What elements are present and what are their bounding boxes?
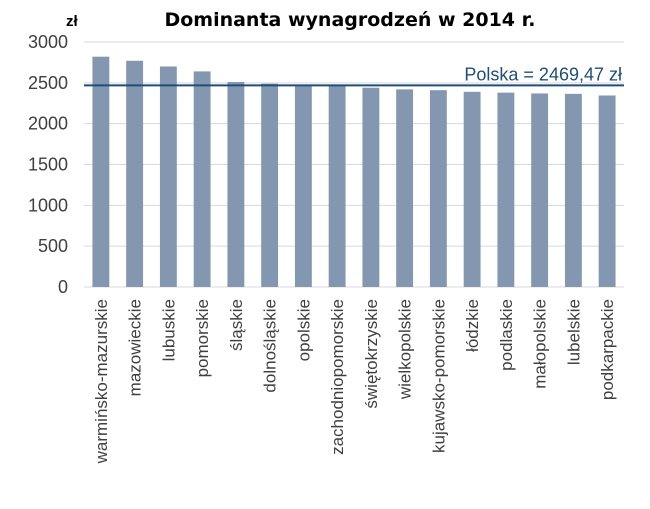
bar-10 bbox=[429, 90, 447, 287]
bar-1 bbox=[126, 60, 144, 288]
chart-title: Dominanta wynagrodzeń w 2014 r. bbox=[164, 9, 535, 31]
y-tick-label: 500 bbox=[38, 236, 68, 256]
x-tick-label: lubuskie bbox=[159, 299, 178, 361]
x-tick-label: opolskie bbox=[294, 299, 313, 361]
y-tick-label: 2500 bbox=[28, 73, 68, 93]
y-tick-label: 1500 bbox=[28, 155, 68, 175]
y-tick-label: 2000 bbox=[28, 114, 68, 134]
bar-9 bbox=[396, 89, 414, 287]
x-tick-label: łódzkie bbox=[463, 299, 482, 352]
x-tick-label: warmińsko-mazurskie bbox=[92, 299, 111, 464]
bar-2 bbox=[159, 66, 177, 287]
x-tick-label: lubelskie bbox=[564, 299, 583, 365]
x-tick-label: mazowieckie bbox=[126, 299, 145, 396]
bar-15 bbox=[598, 95, 616, 287]
x-tick-label: pomorskie bbox=[193, 299, 212, 377]
bar-8 bbox=[362, 87, 380, 287]
reference-line-label: Polska = 2469,47 zł bbox=[464, 64, 622, 84]
bar-6 bbox=[294, 85, 312, 288]
x-tick-label: wielkopolskie bbox=[396, 299, 415, 400]
y-tick-label: 1000 bbox=[28, 195, 68, 215]
bar-13 bbox=[531, 93, 549, 287]
bar-7 bbox=[328, 85, 346, 288]
x-tick-label: świętokrzyskie bbox=[362, 299, 381, 409]
y-tick-label: 3000 bbox=[28, 32, 68, 52]
bar-14 bbox=[564, 93, 582, 287]
bar-11 bbox=[463, 91, 481, 287]
bar-0 bbox=[92, 56, 110, 288]
y-unit-label: zł bbox=[66, 13, 79, 30]
bar-4 bbox=[227, 82, 245, 288]
x-tick-label: kujawsko-pomorskie bbox=[429, 299, 448, 453]
bar-12 bbox=[497, 92, 515, 287]
x-tick-label: małopolskie bbox=[531, 299, 550, 389]
y-tick-label: 0 bbox=[58, 277, 68, 297]
bar-3 bbox=[193, 71, 211, 288]
x-tick-label: podkarpackie bbox=[598, 299, 617, 400]
x-tick-label: dolnośląskie bbox=[261, 299, 280, 393]
x-axis-labels: warmińsko-mazurskie mazowieckie lubuskie po… bbox=[92, 299, 617, 464]
x-tick-label: śląskie bbox=[227, 299, 246, 351]
y-axis-ticks: 0 500 1000 1500 2000 2500 3000 bbox=[28, 32, 68, 297]
x-tick-label: podlaskie bbox=[497, 299, 516, 371]
x-tick-label: zachodniopomorskie bbox=[328, 299, 347, 455]
bar-5 bbox=[261, 83, 279, 288]
bars bbox=[92, 56, 616, 288]
